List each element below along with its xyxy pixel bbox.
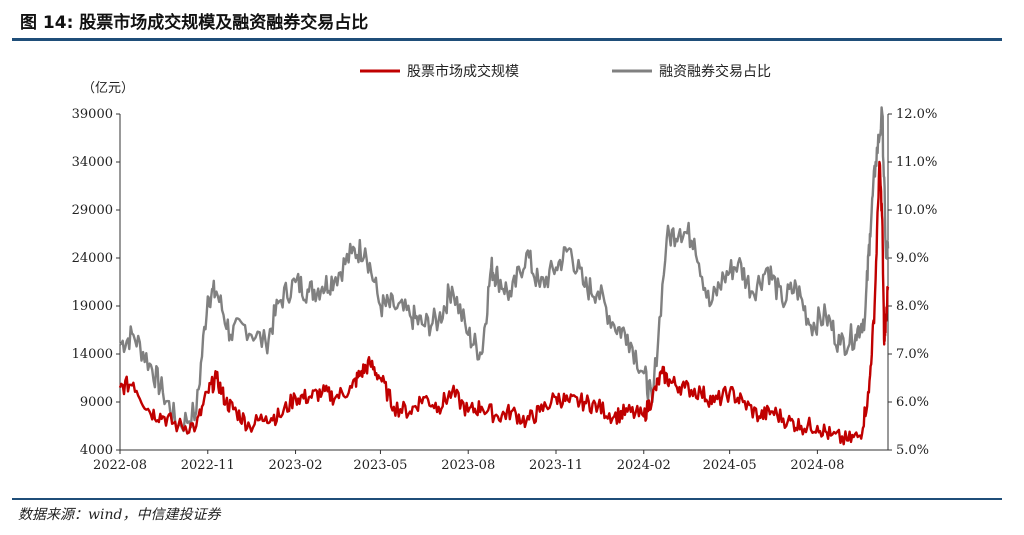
- x-tick-label: 2024-02: [617, 458, 671, 473]
- left-tick-label: 24000: [72, 251, 113, 266]
- left-tick-label: 14000: [72, 347, 113, 362]
- x-tick-label: 2024-08: [790, 458, 844, 473]
- x-tick-label: 2023-05: [353, 458, 407, 473]
- right-tick-label: 8.0%: [896, 299, 929, 314]
- right-tick-label: 12.0%: [896, 107, 937, 122]
- x-tick-label: 2023-08: [441, 458, 495, 473]
- right-tick-label: 7.0%: [896, 347, 929, 362]
- legend-label-1: 股票市场成交规模: [407, 63, 519, 80]
- right-tick-label: 11.0%: [896, 155, 937, 170]
- right-tick-label: 5.0%: [896, 443, 929, 458]
- x-tick-label: 2022-08: [93, 458, 147, 473]
- series-line-2: [119, 106, 890, 433]
- right-tick-label: 9.0%: [896, 251, 929, 266]
- source-note: 数据来源：wind，中信建投证券: [18, 507, 221, 523]
- left-tick-label: 34000: [72, 155, 113, 170]
- x-tick-label: 2024-05: [703, 458, 757, 473]
- x-tick-label: 2022-11: [181, 458, 235, 473]
- series-line-1: [118, 160, 890, 446]
- left-tick-label: 9000: [80, 395, 113, 410]
- left-tick-label: 19000: [72, 299, 113, 314]
- left-tick-label: 39000: [72, 107, 113, 122]
- right-tick-label: 10.0%: [896, 203, 937, 218]
- top-rule: [12, 38, 1002, 41]
- right-tick-label: 6.0%: [896, 395, 929, 410]
- x-tick-label: 2023-02: [269, 458, 323, 473]
- left-tick-label: 29000: [72, 203, 113, 218]
- legend-label-2: 融资融券交易占比: [659, 63, 771, 80]
- figure-title: 图 14: 股票市场成交规模及融资融券交易占比: [20, 13, 369, 33]
- x-tick-label: 2023-11: [529, 458, 583, 473]
- left-axis-unit: （亿元）: [82, 81, 134, 96]
- bottom-rule: [12, 498, 1002, 500]
- left-tick-label: 4000: [80, 443, 113, 458]
